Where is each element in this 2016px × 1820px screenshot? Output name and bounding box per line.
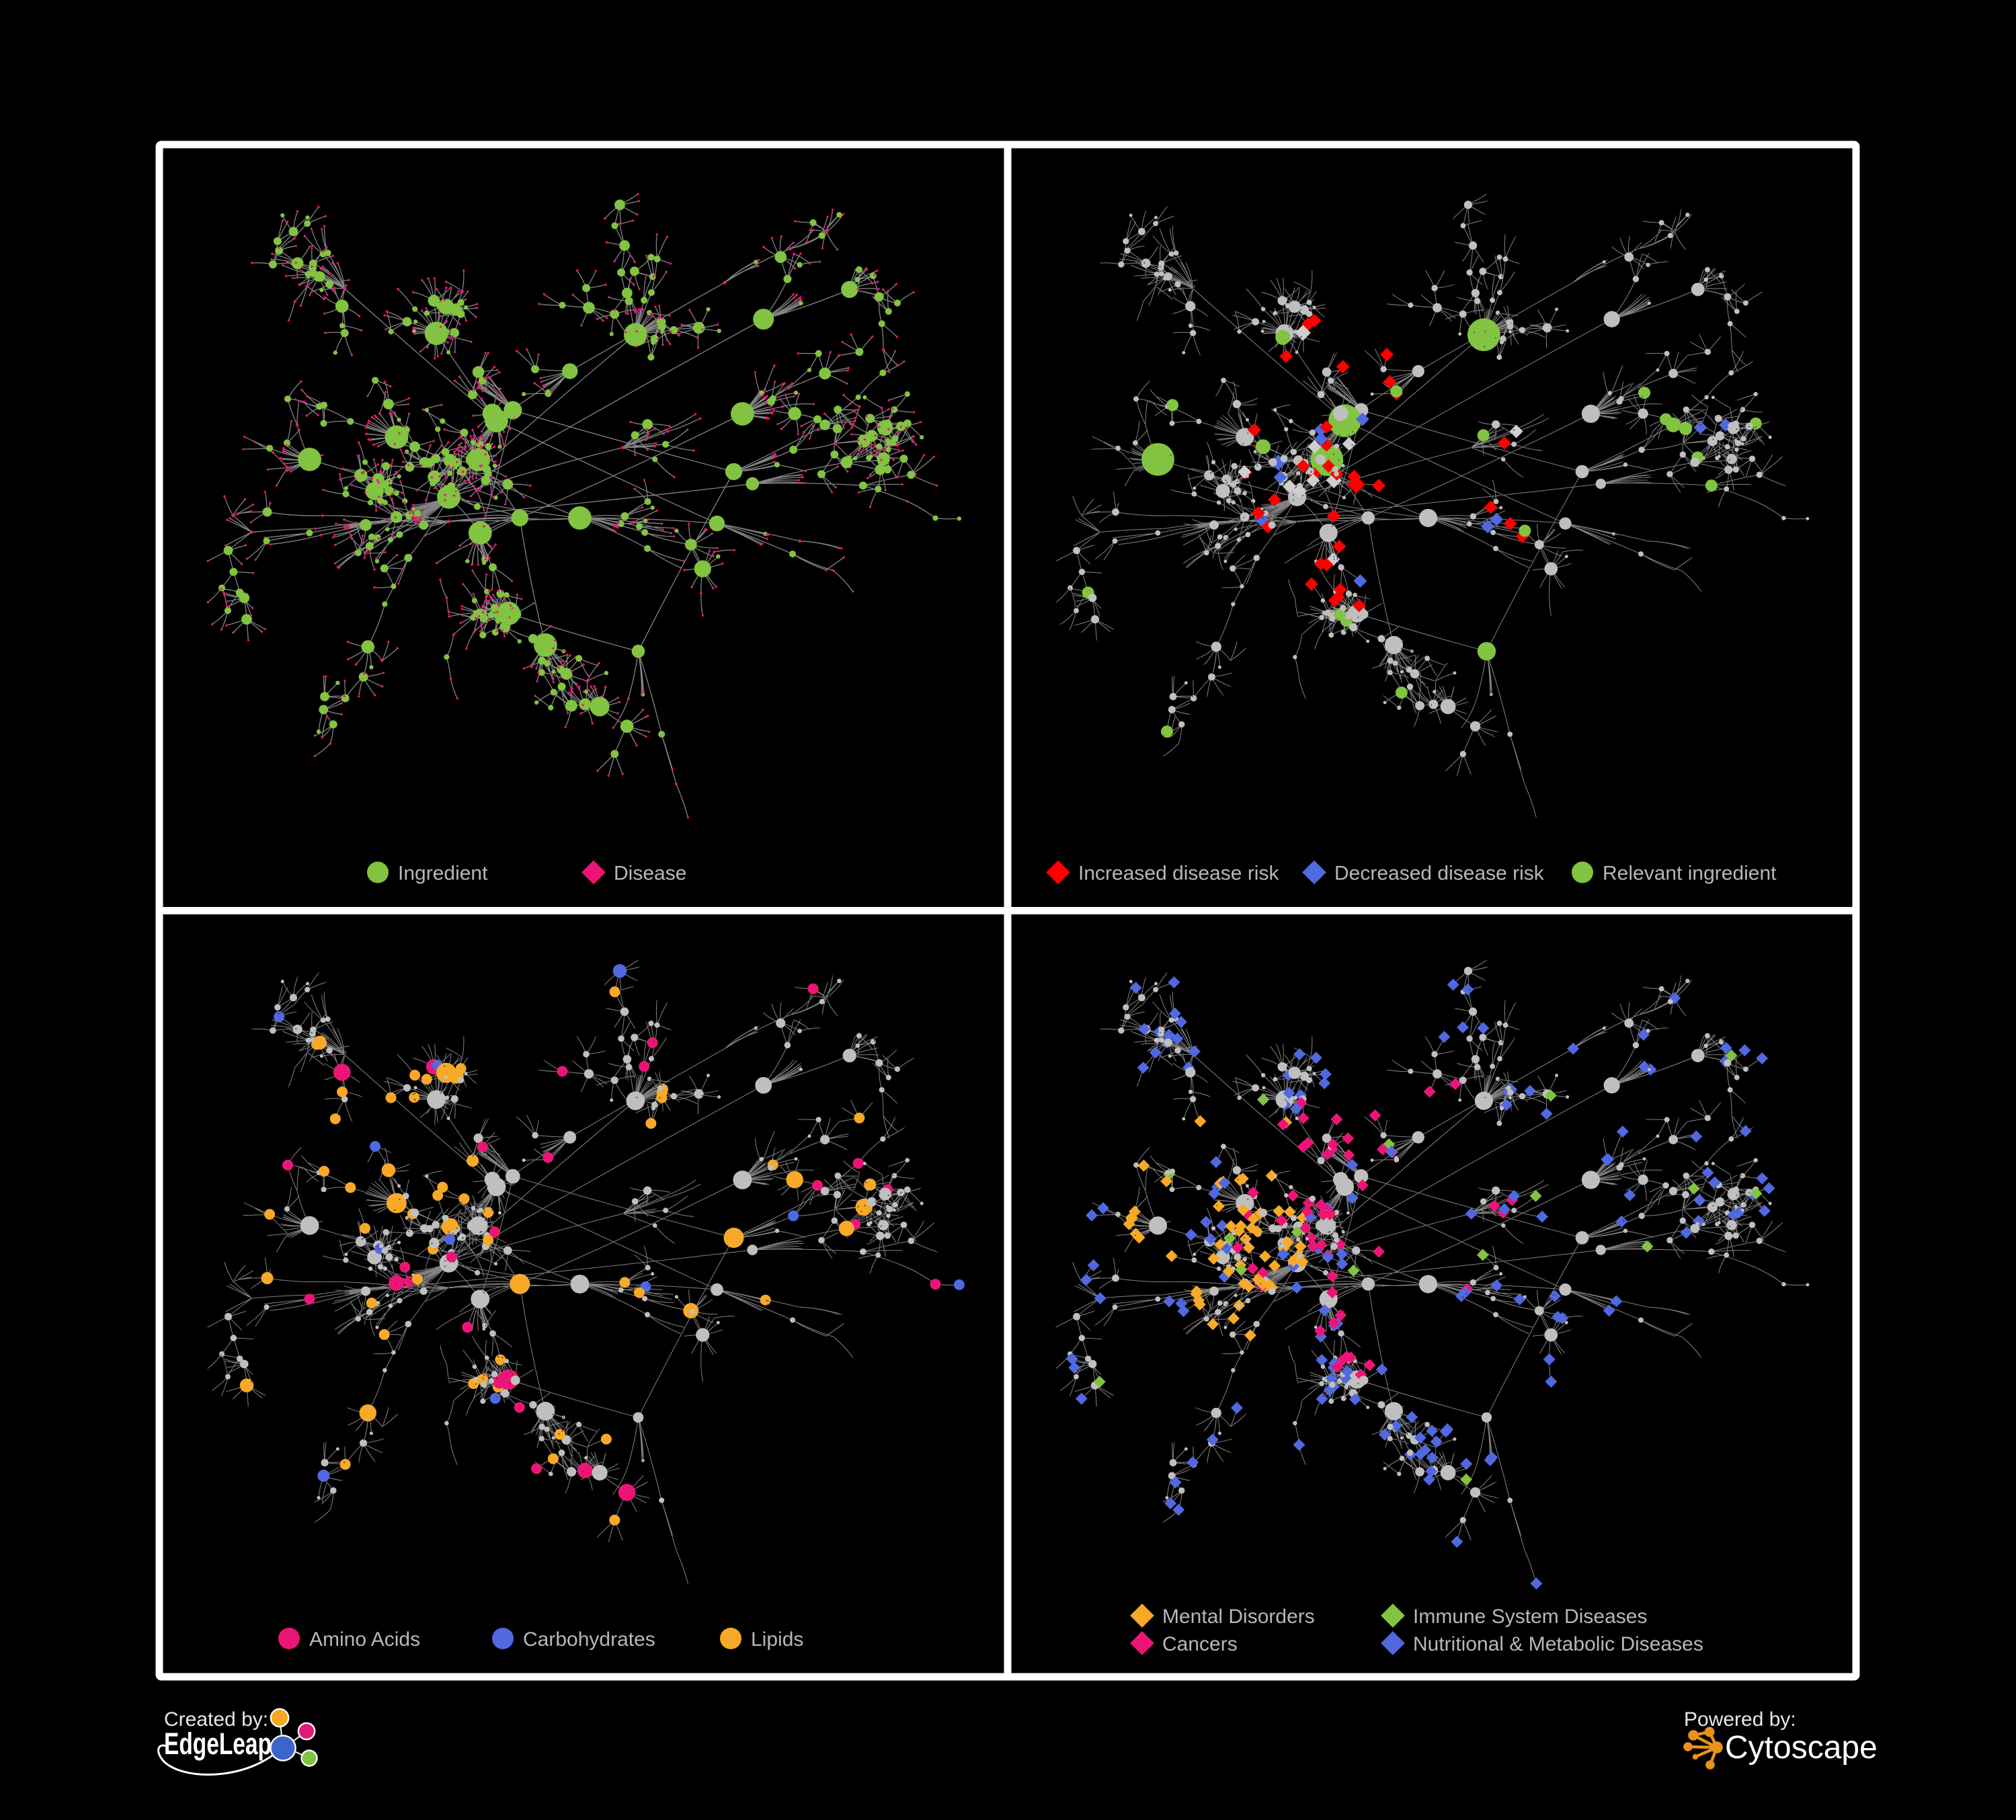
svg-text:Carbohydrates: Carbohydrates	[523, 1628, 655, 1651]
svg-text:Relevant ingredient: Relevant ingredient	[1603, 863, 1777, 885]
svg-text:Amino Acids: Amino Acids	[309, 1628, 420, 1651]
svg-text:Ingredient: Ingredient	[398, 863, 488, 885]
svg-text:Decreased disease risk: Decreased disease risk	[1334, 863, 1545, 885]
svg-text:Disease: Disease	[614, 863, 686, 885]
svg-text:Powered by:: Powered by:	[1684, 1708, 1796, 1731]
svg-text:Nutritional & Metabolic Diseas: Nutritional & Metabolic Diseases	[1413, 1633, 1703, 1655]
svg-text:Immune System Diseases: Immune System Diseases	[1413, 1606, 1647, 1628]
svg-text:Increased disease risk: Increased disease risk	[1078, 863, 1279, 885]
svg-text:EdgeLeap: EdgeLeap	[164, 1727, 272, 1761]
svg-text:Cancers: Cancers	[1162, 1633, 1238, 1655]
svg-text:Mental Disorders: Mental Disorders	[1162, 1606, 1315, 1628]
svg-text:Cytoscape: Cytoscape	[1725, 1730, 1878, 1766]
svg-text:Lipids: Lipids	[751, 1628, 803, 1651]
